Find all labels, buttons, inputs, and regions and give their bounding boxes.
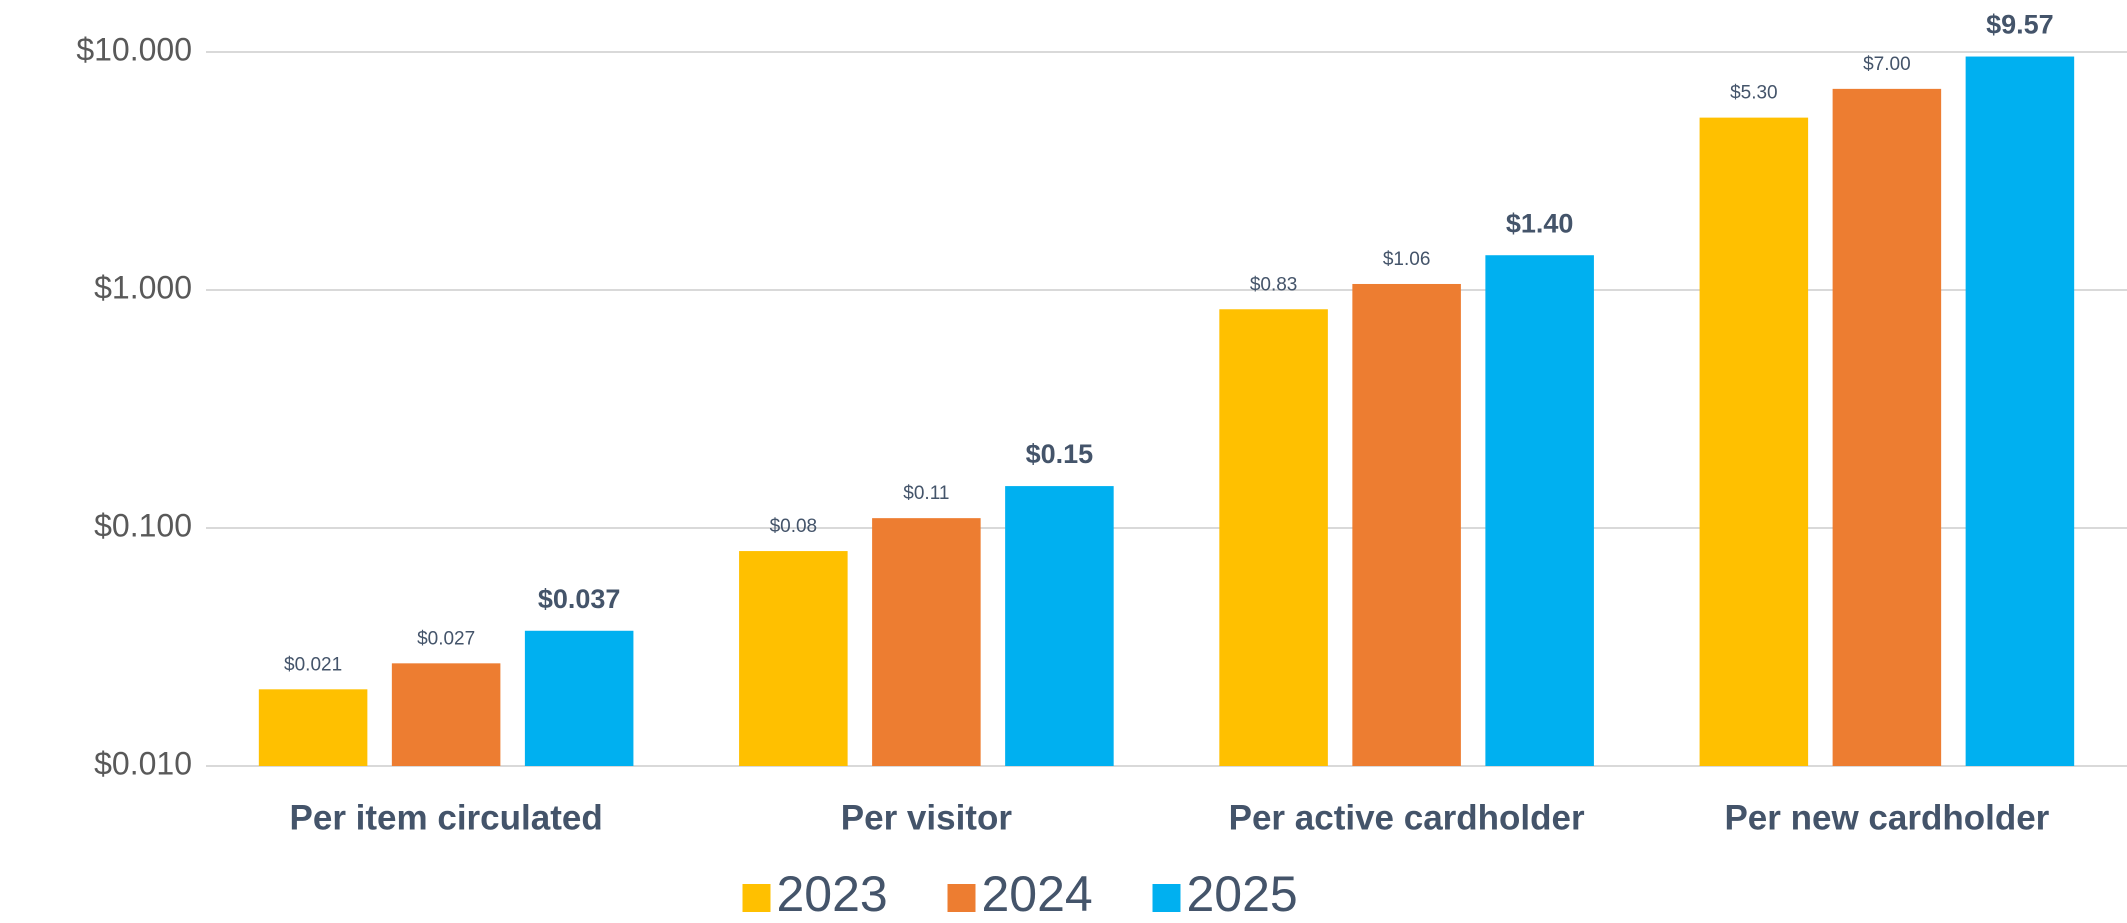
bar [739, 551, 848, 766]
legend-label: 2023 [777, 866, 888, 922]
bar [1485, 255, 1594, 766]
data-label: $0.15 [1026, 439, 1094, 469]
data-label: $5.30 [1730, 83, 1778, 104]
data-label: $0.83 [1250, 274, 1298, 295]
legend-swatch [947, 884, 976, 912]
data-label: $0.037 [538, 584, 621, 614]
y-tick-label: $10.000 [76, 31, 192, 67]
bar [391, 663, 501, 766]
data-label: $0.021 [284, 654, 342, 675]
data-label: $1.06 [1383, 249, 1431, 270]
bar [872, 518, 981, 766]
legend-label: 2024 [982, 866, 1093, 922]
data-label: $0.11 [903, 483, 949, 504]
bar [1219, 309, 1328, 766]
x-tick-label: Per visitor [841, 798, 1013, 837]
bar [1699, 117, 1809, 767]
x-tick-label: Per new cardholder [1724, 798, 2049, 837]
legend-label: 2025 [1187, 866, 1298, 922]
data-label: $0.027 [417, 628, 475, 649]
legend-swatch [1152, 884, 1181, 912]
legend-swatch [742, 884, 771, 912]
data-label: $0.08 [770, 516, 818, 537]
bar [1352, 283, 1461, 766]
data-label: $1.40 [1506, 208, 1574, 238]
bar [258, 689, 368, 766]
bar [1832, 88, 1942, 766]
x-tick-label: Per active cardholder [1229, 798, 1585, 837]
bar [1965, 56, 2075, 766]
bar [524, 630, 634, 766]
y-tick-label: $0.010 [94, 745, 192, 781]
y-tick-label: $1.000 [94, 269, 192, 305]
y-tick-label: $0.100 [94, 507, 192, 543]
bar [1005, 486, 1114, 766]
data-label: $7.00 [1863, 54, 1911, 75]
x-tick-label: Per item circulated [290, 798, 603, 837]
data-label: $9.57 [1986, 10, 2054, 40]
